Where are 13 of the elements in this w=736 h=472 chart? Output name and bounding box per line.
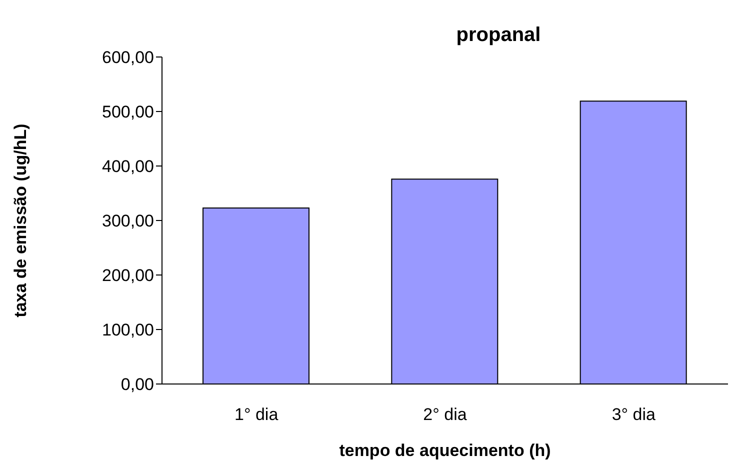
y-tick-label: 600,00 <box>102 48 154 68</box>
x-tick-label: 3° dia <box>612 405 656 424</box>
x-tick-label: 2° dia <box>423 405 468 424</box>
y-tick-label: 0,00 <box>120 375 154 394</box>
y-tick-label: 300,00 <box>102 212 154 231</box>
y-axis-title: taxa de emissão (ug/hL) <box>11 124 30 318</box>
x-axis-title: tempo de aquecimento (h) <box>339 441 551 460</box>
y-tick-label: 200,00 <box>102 266 154 286</box>
y-tick-label: 500,00 <box>102 102 154 122</box>
y-tick-label: 400,00 <box>102 157 154 176</box>
y-tick-label: 100,00 <box>102 320 154 340</box>
chart-title: propanal <box>455 24 542 47</box>
x-tick-label: 1° dia <box>234 405 279 424</box>
